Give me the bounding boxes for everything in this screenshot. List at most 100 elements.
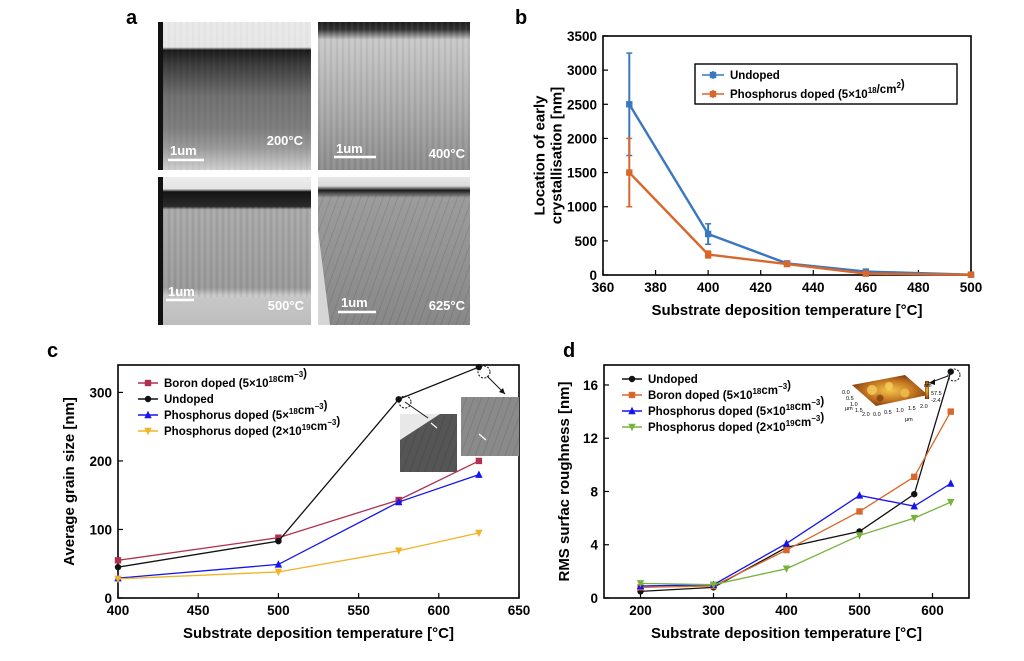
legend-text: Phosphorus doped (2×10 (164, 426, 302, 438)
legend-text: ) (820, 412, 824, 424)
legend-superscript: 18 (868, 86, 877, 95)
inset-micrographs-c (398, 365, 519, 472)
legend-superscript: 19 (786, 419, 795, 428)
legend-superscript: 18 (289, 407, 298, 416)
data-point (947, 498, 955, 507)
legend-superscript: 18 (752, 387, 761, 396)
x-tick-label: 450 (187, 603, 210, 618)
series-line (640, 371, 952, 592)
afm-inset: nm 57.5 -2.4 0.0 0.5 1.0 μm 1.5 2.0 0.0 … (842, 368, 961, 423)
panel-label-d: d (563, 340, 575, 362)
legend-superscript: 18 (786, 403, 795, 412)
legend-swatch-marker (144, 427, 152, 436)
legend-swatch-marker (628, 423, 636, 432)
series-line (117, 366, 480, 568)
y-tick-label: 4 (590, 538, 598, 553)
y-tick-label: 300 (89, 385, 112, 400)
legend-text: ) (901, 79, 905, 91)
series-line (117, 460, 480, 561)
y-tick-label: 0 (104, 591, 112, 606)
data-point (395, 547, 403, 555)
afm-unit-left: μm (845, 406, 853, 412)
legend-superscript: −3 (294, 370, 304, 379)
data-point (855, 491, 864, 499)
micrograph-625C: 1um 625°C (318, 177, 470, 325)
data-point (475, 457, 483, 465)
x-tick-label: 600 (921, 603, 944, 618)
series-line (640, 482, 952, 587)
legend-swatch-marker (628, 375, 636, 383)
panel-label-c: c (47, 340, 58, 362)
micrograph-400C: 1um 400°C (318, 22, 470, 170)
legend-text: Phosphorus doped (5× (164, 410, 289, 422)
series-line (117, 532, 480, 580)
legend-text: cm (277, 373, 294, 385)
data-point (626, 169, 633, 176)
panel-label-b: b (515, 7, 527, 29)
data-point (855, 532, 864, 540)
chart-c-grain-size: 400 450 500 550 600 650 0 100 200 300 Substrate de… (61, 363, 531, 642)
data-point (114, 575, 122, 584)
data-point (475, 529, 483, 538)
legend-text: Undoped (648, 374, 698, 386)
legend-swatch-marker (628, 406, 636, 415)
legend-label: Undoped (648, 374, 698, 386)
legend-superscript: −3 (811, 398, 821, 407)
scale-label: 1um (336, 141, 363, 156)
legend-label: Phosphorus doped (5×1018/cm2) (730, 79, 905, 101)
data-point (947, 368, 954, 375)
legend-label: Undoped (730, 70, 780, 82)
data-point (967, 271, 975, 278)
afm-xtick: 0.5 (884, 410, 892, 416)
afm-unit-top: nm (924, 383, 932, 389)
legend-text: ) (303, 368, 307, 380)
data-point (910, 501, 918, 510)
afm-ytick: 0.5 (846, 396, 854, 402)
y-tick-label: 3000 (567, 63, 597, 78)
afm-ytick: 0.0 (842, 390, 850, 396)
legend-swatch-marker (144, 379, 152, 387)
legend-label: Phosphorus doped (2×1019cm−3) (648, 412, 824, 434)
legend-box (694, 63, 958, 105)
data-point (636, 580, 645, 588)
legend-text: ) (336, 416, 340, 428)
data-point (704, 251, 712, 258)
scale-label: 1um (168, 284, 195, 299)
data-point (911, 473, 918, 481)
y-tick-label: 3500 (567, 29, 597, 44)
scale-label: 1um (341, 295, 368, 310)
y-tick-label: 100 (89, 522, 112, 537)
legend-label: Boron doped (5×1018cm−3) (164, 368, 307, 390)
x-tick-label: 480 (907, 280, 930, 295)
y-axis-label: crystallisation [nm] (549, 87, 566, 225)
data-point (395, 497, 403, 506)
y-tick-label: 500 (574, 234, 597, 249)
y-tick-label: 1000 (567, 200, 597, 215)
y-tick-label: 0 (589, 268, 597, 283)
x-tick-label: 400 (775, 603, 798, 618)
y-tick-label: 2500 (567, 97, 597, 112)
temp-label: 200°C (267, 133, 304, 148)
data-point (275, 537, 282, 545)
legend-text: Undoped (730, 70, 780, 82)
y-tick-label: 1500 (567, 166, 597, 181)
legend-swatch-marker (709, 71, 717, 79)
x-axis-label: Substrate deposition temperature [°C] (651, 625, 922, 642)
x-tick-label: 300 (702, 603, 725, 618)
micrograph-200C: 1um 200°C (158, 22, 311, 170)
x-tick-label: 650 (508, 603, 531, 618)
legend-swatch-marker (144, 410, 152, 419)
data-point (274, 560, 283, 568)
x-tick-label: 600 (428, 603, 451, 618)
series-line (628, 103, 972, 276)
data-point (910, 514, 918, 523)
afm-ytick: 1.5 (855, 408, 863, 414)
x-tick-label: 500 (267, 603, 290, 618)
data-point (783, 260, 791, 268)
legend-superscript: −3 (314, 402, 324, 411)
legend-text: /cm (877, 84, 897, 96)
x-tick-label: 440 (802, 280, 825, 295)
afm-zmax: 57.5 (931, 391, 942, 397)
temp-label: 400°C (429, 146, 466, 161)
afm-xtick: 1.5 (908, 406, 916, 412)
